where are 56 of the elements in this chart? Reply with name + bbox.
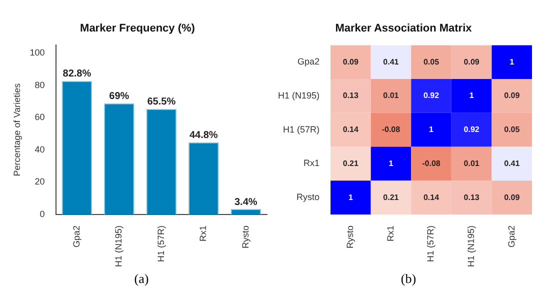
data-label: 1 [348,192,354,202]
y-tick-label: H1 (57R) [283,124,320,134]
y-tick-label: 60 [34,112,45,122]
y-tick-label: 80 [34,80,45,90]
data-label: 1 [388,158,394,168]
y-tick-label: Gpa2 [297,56,320,67]
data-label: 0.41 [504,158,520,168]
data-label: 1 [429,125,434,134]
chart-title: Marker Association Matrix [335,22,473,35]
x-tick-label: Gpa2 [71,225,82,248]
data-label: 65.5% [147,96,176,108]
x-tick-label: Gpa2 [506,225,516,248]
data-label: 44.8% [189,130,218,142]
y-tick-label: 100 [30,48,45,58]
y-axis-title: Percentage of Varieties [12,82,22,176]
y-tick-label: 20 [34,176,45,187]
y-tick-label: Rx1 [304,158,320,168]
data-label: 0.21 [383,192,400,202]
x-tick-label: Rysto [240,225,250,248]
data-label: 0.92 [423,91,440,100]
data-label: 0.41 [383,57,400,66]
text: (b) [400,270,416,288]
data-label: 0.92 [464,125,480,134]
x-tick-label: Rx1 [385,225,396,242]
data-label: 0.13 [342,91,359,100]
data-label: 1 [469,91,474,100]
data-label: 1 [510,57,515,66]
y-tick-label: 0 [40,208,45,219]
x-tick-label: Rysto [345,225,356,248]
x-tick-label: H1 (57R) [156,225,166,262]
data-label: 0.09 [464,57,480,66]
data-label: 3.4% [234,196,258,208]
data-label: 0.14 [342,125,359,134]
data-label: 0.01 [383,91,400,100]
data-label: 0.09 [342,57,359,66]
data-label: 0.21 [342,158,359,168]
data-label: -0.08 [382,125,401,134]
data-label: 0.09 [504,91,520,100]
y-tick-label: 40 [34,144,45,154]
data-label: 0.14 [423,192,440,202]
data-label: 0.01 [464,158,480,168]
x-tick-label: H1 (57R) [426,225,436,262]
data-label: -0.08 [422,158,441,168]
x-tick-label: Rx1 [198,225,208,242]
data-label: 69% [109,90,130,102]
chart-title: Marker Frequency (%) [80,22,196,35]
text: (a) [134,270,149,288]
y-tick-label: Rysto [296,192,320,202]
data-label: 0.05 [504,125,520,134]
data-label: 0.13 [464,192,480,202]
x-tick-label: H1 (N195) [466,225,476,267]
x-tick-label: H1 (N195) [114,225,124,267]
data-label: 82.8% [62,68,92,80]
y-tick-label: H1 (N195) [278,90,320,100]
data-label: 0.05 [423,57,440,66]
data-label: 0.09 [504,192,520,202]
